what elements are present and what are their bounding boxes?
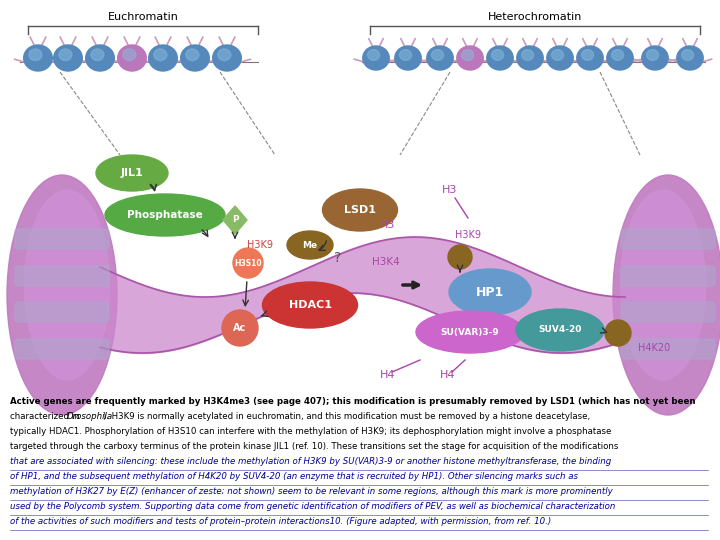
FancyBboxPatch shape xyxy=(15,266,109,286)
Ellipse shape xyxy=(149,45,177,71)
Text: HP1: HP1 xyxy=(476,286,504,299)
Circle shape xyxy=(605,320,631,346)
Text: H3K4: H3K4 xyxy=(372,257,400,267)
Text: of the activities of such modifiers and tests of protein–protein interactions10.: of the activities of such modifiers and … xyxy=(10,517,552,526)
FancyBboxPatch shape xyxy=(621,229,715,249)
Text: ?: ? xyxy=(334,251,341,265)
Ellipse shape xyxy=(24,45,53,71)
Text: HDAC1: HDAC1 xyxy=(289,300,331,310)
Ellipse shape xyxy=(29,49,42,60)
Ellipse shape xyxy=(363,46,390,70)
Text: Me: Me xyxy=(302,240,318,249)
Ellipse shape xyxy=(546,46,573,70)
FancyBboxPatch shape xyxy=(621,339,715,359)
Text: ). H3K9 is normally acetylated in euchromatin, and this modification must be rem: ). H3K9 is normally acetylated in euchro… xyxy=(103,412,590,421)
Text: H4: H4 xyxy=(440,370,456,380)
Text: that are associated with silencing: these include the methylation of H3K9 by SU(: that are associated with silencing: thes… xyxy=(10,457,611,466)
Text: H3: H3 xyxy=(380,220,396,230)
Ellipse shape xyxy=(59,49,72,60)
Ellipse shape xyxy=(86,45,114,71)
Ellipse shape xyxy=(96,155,168,191)
Text: methylation of H3K27 by E(Z) (enhancer of zeste; not shown) seem to be relevant : methylation of H3K27 by E(Z) (enhancer o… xyxy=(10,487,613,496)
Ellipse shape xyxy=(577,46,603,70)
Ellipse shape xyxy=(416,311,524,353)
Text: H4: H4 xyxy=(380,370,396,380)
Ellipse shape xyxy=(54,45,82,71)
Ellipse shape xyxy=(647,50,659,60)
FancyBboxPatch shape xyxy=(15,229,109,249)
Ellipse shape xyxy=(395,46,421,70)
Text: JIL1: JIL1 xyxy=(121,168,143,178)
Ellipse shape xyxy=(449,269,531,315)
Polygon shape xyxy=(223,206,247,234)
Ellipse shape xyxy=(287,231,333,259)
Ellipse shape xyxy=(552,50,564,60)
Ellipse shape xyxy=(613,175,720,415)
Text: Active genes are frequently marked by H3K4me3 (see page 407); this modification : Active genes are frequently marked by H3… xyxy=(10,397,696,406)
Ellipse shape xyxy=(400,50,412,60)
Text: Drosophila: Drosophila xyxy=(67,412,113,421)
FancyBboxPatch shape xyxy=(15,302,109,322)
Ellipse shape xyxy=(212,45,241,71)
Ellipse shape xyxy=(431,50,444,60)
Text: H3S10: H3S10 xyxy=(234,259,262,267)
Ellipse shape xyxy=(181,45,210,71)
Text: H3K9: H3K9 xyxy=(455,230,481,240)
Ellipse shape xyxy=(154,49,167,60)
Ellipse shape xyxy=(517,46,543,70)
Ellipse shape xyxy=(91,49,104,60)
Text: H4K20: H4K20 xyxy=(638,343,670,353)
Ellipse shape xyxy=(521,50,534,60)
Text: typically HDAC1. Phosphorylation of H3S10 can interfere with the methylation of : typically HDAC1. Phosphorylation of H3S1… xyxy=(10,427,611,436)
Text: Heterochromatin: Heterochromatin xyxy=(488,12,582,22)
Ellipse shape xyxy=(427,46,453,70)
FancyBboxPatch shape xyxy=(621,302,715,322)
Text: P: P xyxy=(232,215,238,225)
Ellipse shape xyxy=(516,309,604,351)
Text: LSD1: LSD1 xyxy=(344,205,376,215)
Ellipse shape xyxy=(611,50,624,60)
Ellipse shape xyxy=(368,50,379,60)
Text: SU(VAR)3-9: SU(VAR)3-9 xyxy=(441,327,500,336)
Ellipse shape xyxy=(456,46,483,70)
FancyBboxPatch shape xyxy=(621,266,715,286)
Text: targeted through the carboxy terminus of the protein kinase JIL1 (ref. 10). Thes: targeted through the carboxy terminus of… xyxy=(10,442,618,451)
Text: of HP1, and the subsequent methylation of H4K20 by SUV4-20 (an enzyme that is re: of HP1, and the subsequent methylation o… xyxy=(10,472,578,481)
Ellipse shape xyxy=(117,45,146,71)
Ellipse shape xyxy=(263,282,358,328)
Text: Ac: Ac xyxy=(233,323,247,333)
Circle shape xyxy=(233,248,263,278)
Ellipse shape xyxy=(24,190,109,380)
Text: SUV4-20: SUV4-20 xyxy=(539,326,582,334)
FancyBboxPatch shape xyxy=(15,339,109,359)
Ellipse shape xyxy=(682,50,693,60)
Ellipse shape xyxy=(487,46,513,70)
Ellipse shape xyxy=(492,50,503,60)
Ellipse shape xyxy=(186,49,199,60)
Circle shape xyxy=(222,310,258,346)
Ellipse shape xyxy=(677,46,703,70)
Ellipse shape xyxy=(123,49,136,60)
Text: H3K9: H3K9 xyxy=(247,240,273,250)
Text: Phosphatase: Phosphatase xyxy=(127,210,203,220)
Ellipse shape xyxy=(462,50,474,60)
Ellipse shape xyxy=(582,50,593,60)
Ellipse shape xyxy=(218,49,231,60)
Text: Euchromatin: Euchromatin xyxy=(107,12,179,22)
Ellipse shape xyxy=(105,194,225,236)
Ellipse shape xyxy=(323,189,397,231)
Ellipse shape xyxy=(621,190,706,380)
Circle shape xyxy=(448,245,472,269)
Ellipse shape xyxy=(7,175,117,415)
Text: used by the Polycomb system. Supporting data come from genetic identification of: used by the Polycomb system. Supporting … xyxy=(10,502,616,511)
Ellipse shape xyxy=(607,46,633,70)
Text: H3: H3 xyxy=(442,185,458,195)
Text: characterized in: characterized in xyxy=(10,412,82,421)
Ellipse shape xyxy=(642,46,668,70)
